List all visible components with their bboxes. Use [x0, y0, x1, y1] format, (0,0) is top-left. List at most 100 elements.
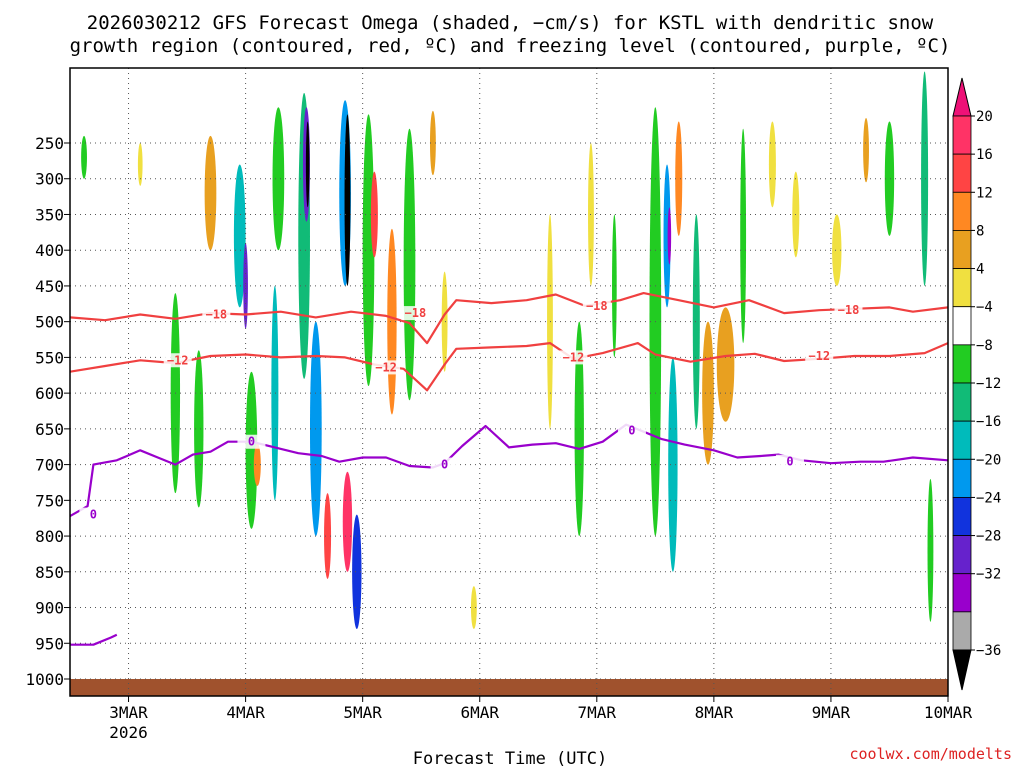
colorbar-segment-6	[952, 344, 972, 384]
y-tick-label: 600	[35, 384, 64, 403]
colorbar-tick-label: −12	[976, 376, 1001, 392]
y-tick-label: 650	[35, 420, 64, 439]
colorbar-top-arrow	[952, 77, 972, 117]
contour-line-0	[70, 292, 948, 345]
x-tick-label: 3MAR	[109, 703, 148, 722]
omega-patch-7	[245, 371, 258, 529]
y-tick-label: 800	[35, 527, 64, 546]
colorbar-tick-label: 20	[976, 109, 993, 125]
chart-subtitle: growth region (contoured, red, ºC) and f…	[70, 35, 951, 57]
y-axis: 250 300 350 400 450 500 550 600 650 700 750 800 850 9…	[25, 134, 70, 689]
omega-patch-43	[863, 117, 869, 183]
contour-label-bg	[202, 307, 231, 322]
x-tick-label: 7MAR	[578, 703, 617, 722]
x-tick-label: 6MAR	[460, 703, 499, 722]
colorbar-segment-4	[952, 268, 972, 308]
contour-line-2	[70, 423, 948, 518]
omega-patch-9	[271, 285, 279, 501]
contour-label: 0	[628, 423, 635, 437]
y-tick-label: 250	[35, 134, 64, 153]
contour-label: −18	[405, 306, 427, 320]
omega-patch-0	[81, 135, 87, 179]
omega-patch-1	[137, 143, 143, 186]
contour-label-bg	[834, 303, 863, 318]
contour-lines: −18 −18 −18 −18 −12 −12 −12 −12 0 0 0 0 0	[70, 292, 948, 646]
contour-label: 0	[90, 508, 97, 522]
contour-label: −12	[375, 360, 397, 374]
contour-label-bg	[430, 457, 459, 472]
colorbar-segment-13	[952, 611, 972, 651]
contour-line-1	[70, 342, 948, 392]
colorbar-segment-3	[952, 230, 972, 269]
y-tick-label: 750	[35, 491, 64, 510]
contour-label-bg	[775, 454, 804, 469]
omega-patch-10	[272, 107, 285, 251]
y-tick-label: 700	[35, 456, 64, 475]
contour-label: −12	[563, 350, 585, 364]
omega-patch-33	[667, 207, 672, 265]
colorbar-tick-label: 8	[976, 223, 984, 239]
colorbar-segment-0	[952, 115, 972, 155]
colorbar-segment-5	[952, 306, 972, 346]
omega-patch-34	[668, 357, 678, 572]
contour-label-bg	[237, 434, 266, 449]
contour-label: −12	[808, 349, 830, 363]
contour-label: 0	[441, 458, 448, 472]
omega-patch-5	[233, 164, 246, 308]
omega-patch-17	[344, 114, 351, 286]
omega-patch-40	[768, 121, 776, 208]
omega-patch-4	[204, 135, 217, 251]
omega-patch-37	[702, 321, 714, 465]
omega-patch-24	[429, 110, 436, 176]
y-tick-label: 300	[35, 170, 64, 189]
colorbar-tick-label: −24	[976, 490, 1001, 506]
omega-patch-20	[362, 114, 375, 386]
y-tick-label: 350	[35, 205, 64, 224]
plot-frame	[69, 67, 949, 697]
contour-line-3	[70, 633, 118, 646]
y-tick-label: 950	[35, 634, 64, 653]
contour-label: 0	[786, 455, 793, 469]
omega-patch-13	[305, 121, 310, 208]
x-tick-year: 2026	[109, 723, 148, 742]
colorbar-tick-label: 4	[976, 262, 984, 278]
omega-patch-28	[574, 321, 584, 537]
y-tick-label: 450	[35, 277, 64, 296]
x-tick-label: 8MAR	[695, 703, 734, 722]
omega-patch-27	[547, 214, 553, 429]
omega-patch-45	[921, 71, 929, 286]
x-tick-label: 10MAR	[924, 703, 973, 722]
omega-patch-19	[352, 514, 362, 629]
contour-label-bg	[372, 360, 401, 375]
colorbar-tick-label: −28	[976, 529, 1001, 545]
contour-label-bg	[163, 353, 192, 368]
colorbar-tick-label: −16	[976, 414, 1001, 430]
colorbar-tick-label: −36	[976, 643, 1001, 659]
omega-patch-36	[692, 214, 700, 429]
omega-patch-35	[675, 121, 683, 236]
omega-patch-8	[253, 443, 261, 487]
x-axis-label: Forecast Time (UTC)	[413, 749, 607, 768]
contour-label-bg	[559, 350, 588, 365]
omega-patch-38	[716, 307, 735, 422]
omega-patch-42	[832, 214, 842, 286]
contour-label: 0	[248, 435, 255, 449]
omega-patch-25	[441, 271, 448, 372]
x-tick-label: 9MAR	[812, 703, 851, 722]
credit-text: coolwx.com/modelts	[849, 745, 1012, 763]
y-tick-label: 850	[35, 563, 64, 582]
contour-label: −18	[205, 308, 227, 322]
colorbar-segment-12	[952, 573, 972, 613]
ground-fill	[70, 679, 948, 696]
contour-label-bg	[805, 348, 834, 363]
colorbar-segment-2	[952, 191, 972, 231]
colorbar-segment-8	[952, 420, 972, 460]
omega-patch-18	[342, 471, 353, 572]
omega-patch-39	[740, 128, 747, 344]
colorbar-tick-label: −32	[976, 567, 1001, 583]
colorbar-bottom-arrow	[952, 649, 972, 691]
colorbar-segment-9	[952, 458, 972, 498]
colorbar-segment-1	[952, 153, 972, 193]
